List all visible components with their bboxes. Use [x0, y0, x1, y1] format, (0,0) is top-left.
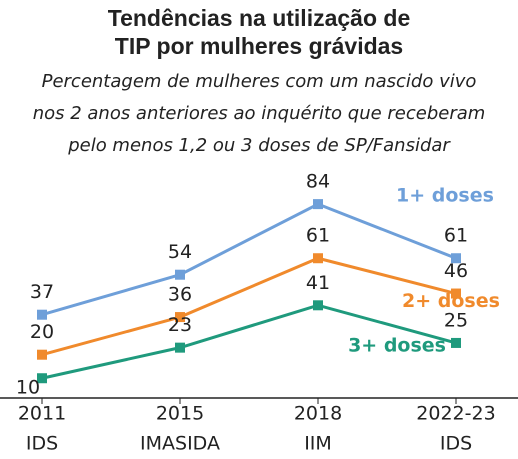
- value-label: 61: [306, 225, 330, 247]
- point: [37, 309, 47, 320]
- point: [175, 342, 185, 353]
- value-label: 84: [306, 171, 330, 193]
- chart-title: Tendências na utilização de: [108, 5, 411, 31]
- value-label: 54: [168, 241, 192, 263]
- x-tick-label: 2022-23: [416, 403, 495, 425]
- value-label: 41: [306, 272, 330, 294]
- series-line: [41, 303, 457, 380]
- point: [451, 288, 461, 299]
- value-label: 23: [168, 314, 192, 336]
- point: [37, 373, 47, 384]
- value-label: 10: [16, 377, 40, 399]
- x-tick-label: IMASIDA: [140, 433, 220, 455]
- point: [175, 269, 185, 280]
- x-tick-label: IIM: [304, 433, 332, 455]
- value-label: 36: [168, 284, 192, 306]
- point: [313, 253, 323, 264]
- series-name: 2+ doses: [402, 290, 500, 312]
- value-label: 46: [444, 260, 468, 282]
- series-line: [41, 256, 457, 357]
- point: [313, 199, 323, 210]
- x-tick-label: 2015: [156, 403, 204, 425]
- point: [175, 312, 185, 323]
- x-tick-label: 2011: [18, 403, 66, 425]
- point: [451, 253, 461, 264]
- series-name: 1+ doses: [396, 185, 494, 207]
- value-label: 25: [444, 309, 468, 331]
- value-label: 61: [444, 225, 468, 247]
- x-tick-label: IDS: [26, 433, 58, 455]
- chart-title: TIP por mulheres grávidas: [115, 33, 403, 59]
- point: [451, 337, 461, 348]
- point: [313, 300, 323, 311]
- subtitle: nos 2 anos anteriores ao inquérito que r…: [33, 103, 486, 124]
- series-name: 3+ doses: [348, 334, 446, 356]
- value-label: 37: [30, 281, 54, 303]
- x-tick-label: IDS: [440, 433, 472, 455]
- subtitle: pelo menos 1,2 ou 3 doses de SP/Fansidar: [67, 135, 451, 156]
- value-label: 20: [30, 321, 54, 343]
- subtitle: Percentagem de mulheres com um nascido v…: [42, 71, 477, 92]
- x-tick-label: 2018: [294, 403, 342, 425]
- point: [37, 349, 47, 360]
- series-line: [41, 202, 457, 317]
